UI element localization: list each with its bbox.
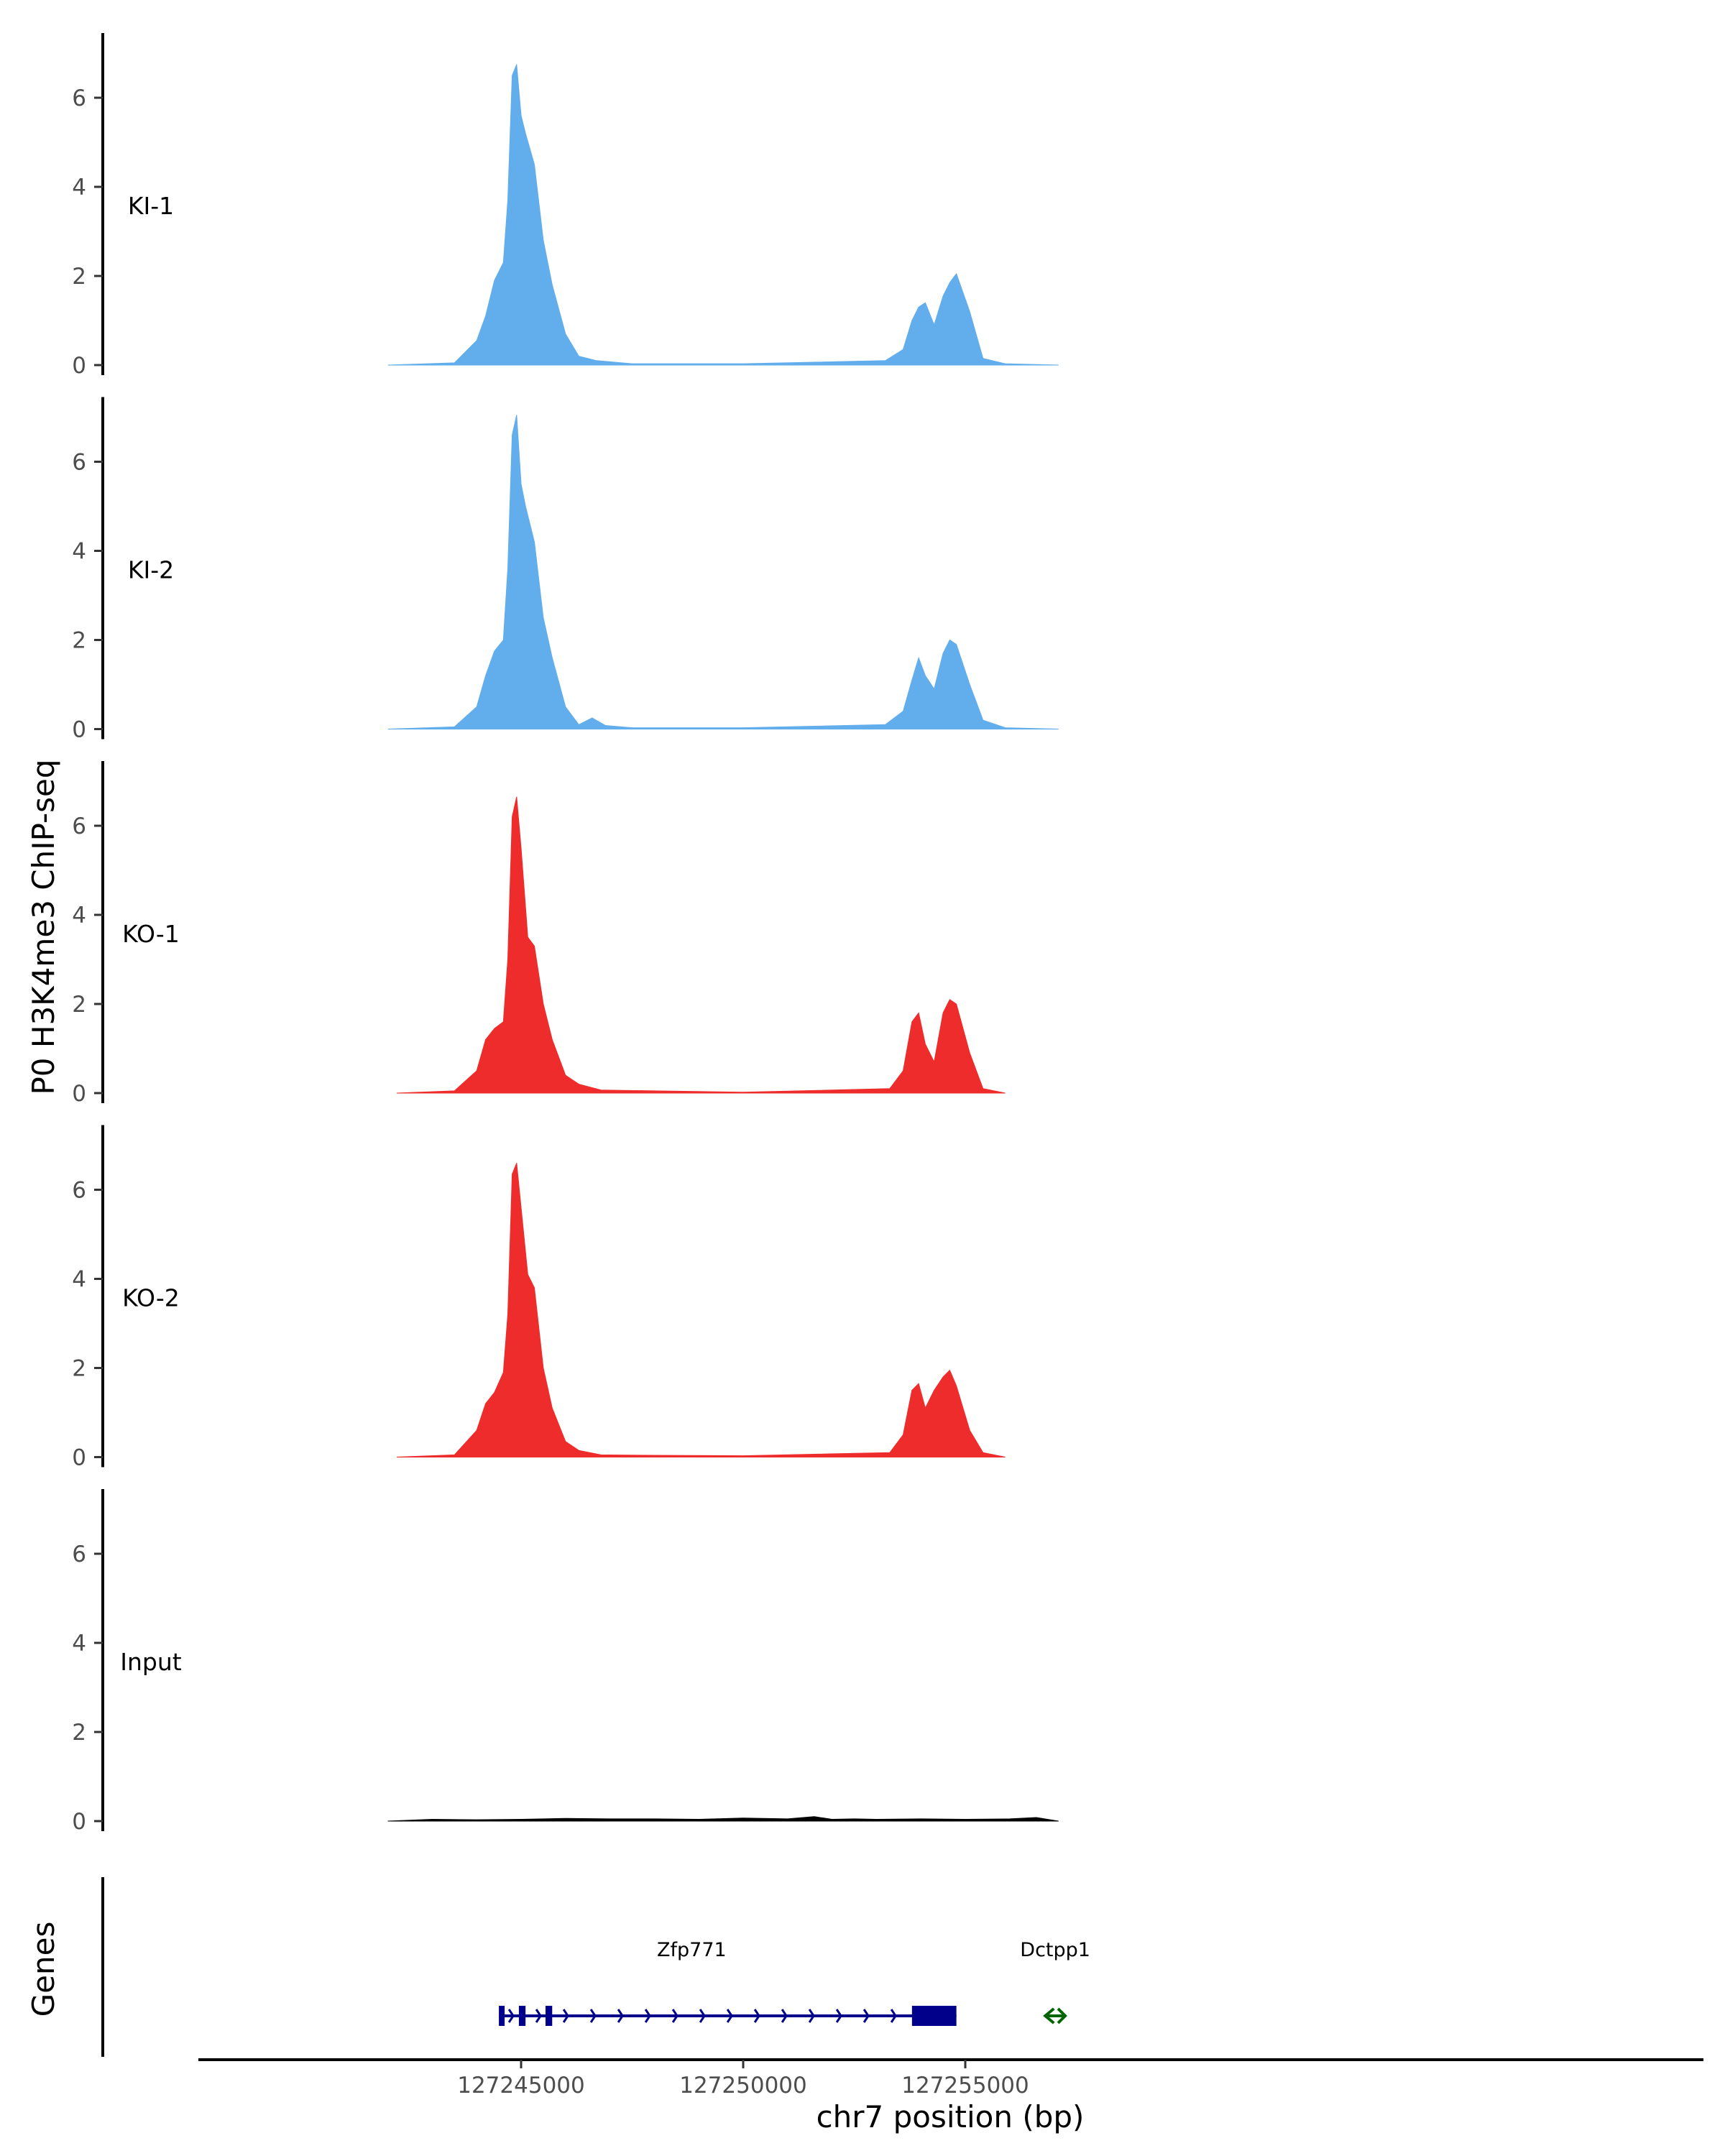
track-label: Input xyxy=(120,1648,182,1676)
x-tick-label: 127255000 xyxy=(901,2073,1029,2099)
track-label: KO-2 xyxy=(122,1284,180,1312)
signal-area-input xyxy=(387,1816,1059,1822)
strand-arrow xyxy=(781,2009,788,2023)
exon xyxy=(499,2006,505,2026)
y-tick-label: 0 xyxy=(72,1809,86,1835)
track-panel: 0 2 4 6 KO-1 xyxy=(72,761,1006,1107)
y-tick-label: 6 xyxy=(72,450,86,476)
strand-arrow xyxy=(699,2009,706,2023)
y-tick-label: 2 xyxy=(72,1720,86,1746)
strand-arrow xyxy=(726,2009,733,2023)
gene-dctpp1: Dctpp1 xyxy=(1020,1939,1090,2024)
track-label: KO-1 xyxy=(122,920,180,948)
genes-layer: Zfp771 Dctpp1 xyxy=(101,1877,1090,2057)
gene-zfp771: Zfp771 xyxy=(499,1939,957,2026)
y-tick-label: 2 xyxy=(72,1356,86,1382)
y-tick-label: 4 xyxy=(72,1631,86,1657)
strand-arrow xyxy=(617,2009,624,2023)
strand-arrow xyxy=(835,2009,842,2023)
strand-arrow xyxy=(507,2009,515,2023)
y-tick-label: 6 xyxy=(72,814,86,839)
tracks-layer: 0 2 4 6 KI-1 0 2 4 6 KI-2 0 2 4 6 KO-1 0 2 4 6 KO-2 0 2 4 6 Inpu… xyxy=(72,33,1059,1835)
strand-arrow xyxy=(589,2009,597,2023)
track-panel: 0 2 4 6 KI-1 xyxy=(72,33,1059,379)
gene-label: Dctpp1 xyxy=(1020,1939,1090,1961)
track-panel: 0 2 4 6 Input xyxy=(72,1489,1059,1835)
strand-arrow xyxy=(671,2009,678,2023)
x-tick-label: 127250000 xyxy=(679,2073,807,2099)
y-tick-label: 4 xyxy=(72,1267,86,1293)
y-tick-label: 0 xyxy=(72,353,86,379)
strand-arrow xyxy=(862,2009,870,2023)
y-tick-label: 4 xyxy=(72,539,86,565)
y-tick-label: 0 xyxy=(72,1081,86,1107)
strand-arrow xyxy=(535,2009,542,2023)
y-tick-label: 0 xyxy=(72,717,86,743)
track-label: KI-2 xyxy=(128,556,174,584)
strand-arrow xyxy=(808,2009,815,2023)
y-axis-title: P0 H3K4me3 ChIP-seq xyxy=(26,759,61,1095)
y-tick-label: 0 xyxy=(72,1445,86,1471)
strand-arrow xyxy=(753,2009,760,2023)
y-tick-label: 2 xyxy=(72,264,86,290)
y-tick-label: 4 xyxy=(72,903,86,929)
y-tick-label: 4 xyxy=(72,175,86,201)
track-panel: 0 2 4 6 KI-2 xyxy=(72,397,1059,743)
strand-arrow xyxy=(562,2009,569,2023)
y-tick-label: 6 xyxy=(72,86,86,111)
gene-label: Zfp771 xyxy=(657,1939,727,1961)
y-tick-label: 6 xyxy=(72,1542,86,1567)
genes-axis-title: Genes xyxy=(26,1922,61,2017)
y-tick-label: 2 xyxy=(72,992,86,1018)
signal-area-ki-1 xyxy=(387,64,1059,366)
x-axis-title: chr7 position (bp) xyxy=(816,2099,1085,2134)
strand-arrow xyxy=(1043,2007,1055,2024)
strand-arrow xyxy=(644,2009,651,2023)
strand-arrow xyxy=(1057,2007,1067,2024)
exon xyxy=(545,2006,553,2026)
x-axis: 127245000 127250000 127255000 xyxy=(198,2058,1703,2099)
exon xyxy=(518,2006,526,2026)
track-panel: 0 2 4 6 KO-2 xyxy=(72,1125,1006,1471)
strand-arrow xyxy=(890,2009,897,2023)
y-tick-label: 6 xyxy=(72,1178,86,1204)
y-tick-label: 2 xyxy=(72,628,86,654)
signal-area-ko-1 xyxy=(396,796,1006,1094)
track-label: KI-1 xyxy=(128,192,174,220)
signal-area-ki-2 xyxy=(387,415,1059,729)
exon xyxy=(911,2006,957,2026)
signal-area-ko-2 xyxy=(396,1163,1006,1457)
x-tick-label: 127245000 xyxy=(457,2073,585,2099)
